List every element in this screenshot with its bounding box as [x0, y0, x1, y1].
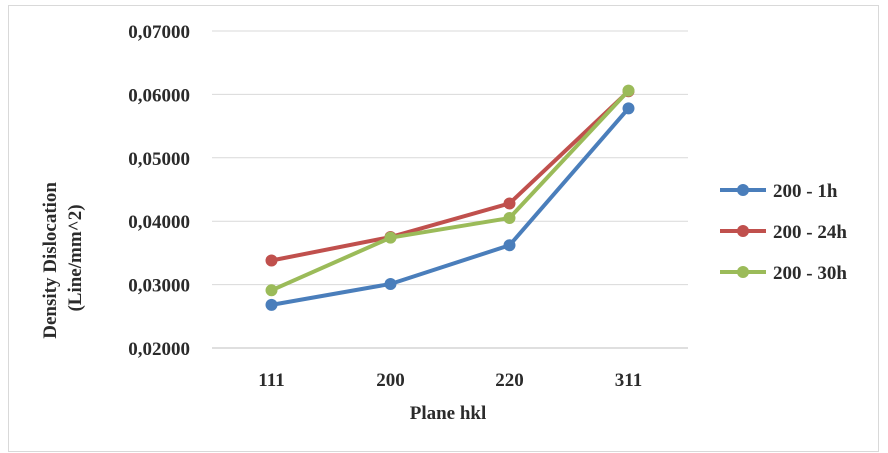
y-tick-label: 0,04000 — [128, 212, 190, 233]
y-axis-title-line-2: (Line/mm^2) — [65, 204, 86, 311]
data-point — [265, 254, 278, 267]
data-point — [265, 284, 278, 297]
data-point — [384, 277, 397, 290]
y-tick-label: 0,03000 — [128, 276, 190, 297]
x-tick-label: 311 — [615, 370, 642, 391]
x-tick-labels: 111 200 220 311 — [258, 370, 642, 391]
legend-swatch-marker — [737, 225, 749, 237]
legend-swatch-marker — [737, 266, 749, 278]
series-line — [269, 88, 631, 293]
series-line — [269, 106, 631, 307]
y-tick-label: 0,05000 — [128, 149, 190, 170]
series-line — [269, 89, 631, 263]
x-axis-title: Plane hkl — [410, 403, 487, 424]
data-point — [622, 84, 635, 97]
data-point — [384, 231, 397, 244]
series-group — [265, 84, 635, 311]
legend-item: 200 - 24h — [720, 222, 847, 243]
legend-label: 200 - 1h — [773, 181, 838, 202]
legend-item: 200 - 1h — [720, 181, 838, 202]
series-1 — [265, 102, 635, 311]
x-tick-label: 200 — [376, 370, 405, 391]
gridlines — [212, 30, 688, 349]
legend-label: 200 - 24h — [773, 222, 847, 243]
y-tick-label: 0,07000 — [128, 22, 190, 43]
y-axis-title: Density Dislocation (Line/mm^2) — [40, 177, 86, 339]
legend-label: 200 - 30h — [773, 263, 847, 284]
y-tick-label: 0,02000 — [128, 339, 190, 360]
series-3 — [265, 84, 635, 297]
data-point — [622, 102, 635, 115]
x-tick-label: 220 — [495, 370, 524, 391]
y-tick-labels: 0,02000 0,03000 0,04000 0,05000 0,06000 0,070… — [128, 22, 190, 360]
y-tick-label: 0,06000 — [128, 85, 190, 106]
legend: 200 - 1h 200 - 24h 200 - 30h — [720, 181, 847, 284]
x-tick-label: 111 — [258, 370, 284, 391]
legend-swatch-marker — [737, 184, 749, 196]
y-axis-title-line-1: Density Dislocation — [40, 182, 61, 339]
data-point — [503, 239, 516, 252]
data-point — [503, 197, 516, 210]
legend-item: 200 - 30h — [720, 263, 847, 284]
data-point — [503, 212, 516, 225]
data-point — [265, 298, 278, 311]
